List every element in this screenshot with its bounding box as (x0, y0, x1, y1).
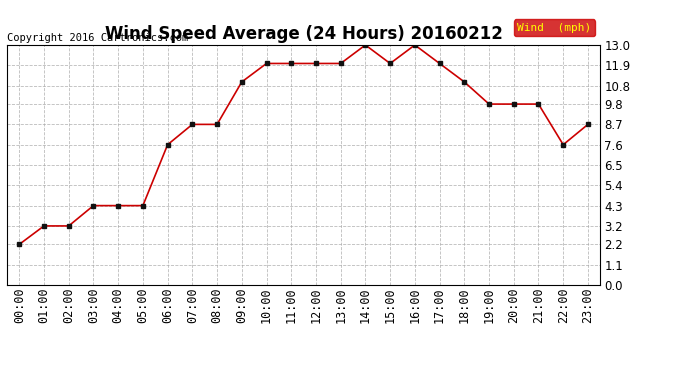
Text: Copyright 2016 Cartronics.com: Copyright 2016 Cartronics.com (7, 33, 188, 43)
Legend: Wind  (mph): Wind (mph) (514, 20, 595, 36)
Title: Wind Speed Average (24 Hours) 20160212: Wind Speed Average (24 Hours) 20160212 (105, 26, 502, 44)
